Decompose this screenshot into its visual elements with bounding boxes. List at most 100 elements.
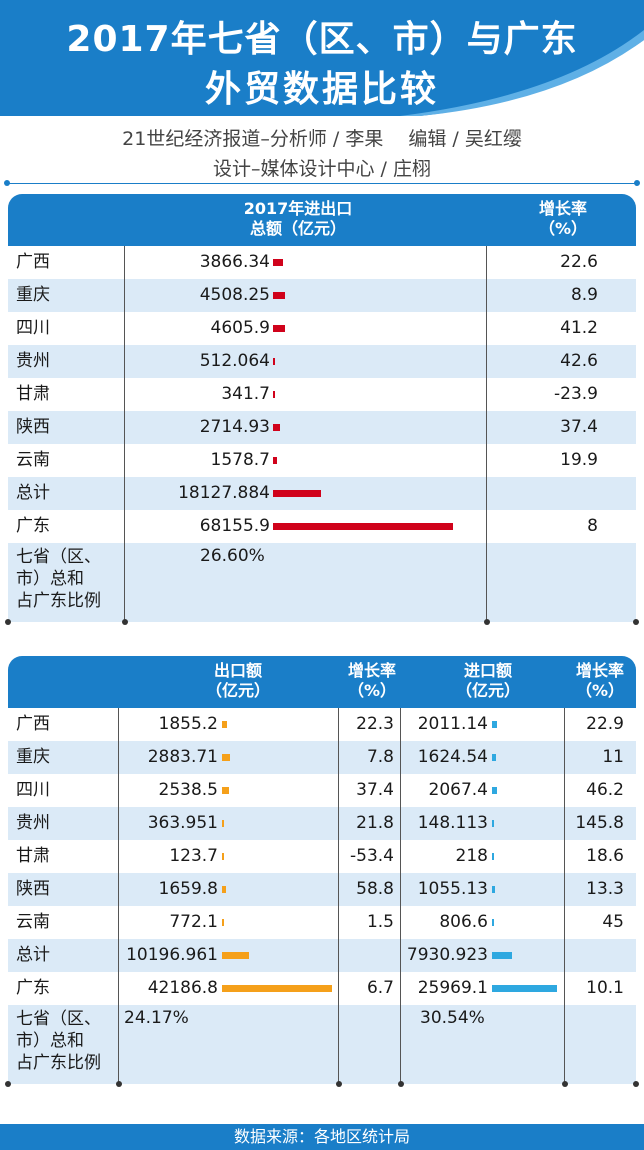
table2-row: 陕西 1659.8 58.8 1055.13 13.3 xyxy=(8,873,636,906)
table1-body: 广西 3866.34 22.6 重庆 4508.25 8.9 四川 4605.9 41.2 贵州 5… xyxy=(5,246,639,625)
table2-column-dot xyxy=(561,1081,568,1087)
table1-header-total: 2017年进出口 总额（亿元） xyxy=(243,199,353,238)
table2-column-dot xyxy=(397,1081,404,1087)
page-title-line2: 外贸数据比较 xyxy=(204,69,439,110)
table2-share-row: 七省（区、 市）总和 占广东比例 24.17% 30.54% xyxy=(8,1005,636,1084)
table2-header-export-growth: 增长率 （%） xyxy=(347,661,397,700)
import-value: 218 xyxy=(455,846,488,866)
export-value: 1659.8 xyxy=(158,879,218,899)
table1-row: 甘肃 341.7 -23.9 xyxy=(8,378,636,411)
table2-column-dot xyxy=(115,1081,122,1087)
share-export-value: 24.17% xyxy=(124,1008,189,1028)
export-growth-value: 22.3 xyxy=(356,714,394,734)
table2-row: 甘肃 123.7 -53.4 218 18.6 xyxy=(8,840,636,873)
growth-value: 22.6 xyxy=(560,252,598,272)
share-total-value: 26.60% xyxy=(200,546,265,566)
import-growth-value: 18.6 xyxy=(586,846,624,866)
total-value: 1578.7 xyxy=(210,450,270,470)
total-bar xyxy=(273,358,275,365)
total-value: 512.064 xyxy=(199,351,270,371)
export-bar xyxy=(222,985,332,992)
table2-header-import: 进口额 （亿元） xyxy=(455,661,520,700)
total-value: 68155.9 xyxy=(199,516,270,536)
export-bar xyxy=(222,853,224,860)
export-value: 10196.961 xyxy=(126,945,218,965)
row-region-label: 总计 xyxy=(16,483,50,503)
share-label: 七省（区、 市）总和 占广东比例 xyxy=(16,1009,101,1073)
total-value: 341.7 xyxy=(221,384,270,404)
table1-column-dot xyxy=(483,619,490,625)
table2-column-divider xyxy=(400,708,401,1084)
table1-corner-dot-right xyxy=(633,619,639,625)
export-value: 772.1 xyxy=(169,912,218,932)
export-growth-value: -53.4 xyxy=(350,846,394,866)
header-swoosh-decoration xyxy=(400,30,644,116)
table1-row: 广西 3866.34 22.6 xyxy=(8,246,636,279)
total-bar xyxy=(273,292,285,299)
import-value: 806.6 xyxy=(439,912,488,932)
import-value: 7930.923 xyxy=(406,945,488,965)
row-region-label: 贵州 xyxy=(16,813,50,833)
export-bar xyxy=(222,886,227,893)
import-bar xyxy=(492,919,495,926)
row-region-label: 广东 xyxy=(16,978,50,998)
table2-column-divider xyxy=(118,708,119,1084)
table2-row: 重庆 2883.71 7.8 1624.54 11 xyxy=(8,741,636,774)
import-growth-value: 145.8 xyxy=(575,813,624,833)
export-growth-value: 58.8 xyxy=(356,879,394,899)
export-value: 42186.8 xyxy=(147,978,218,998)
export-growth-value: 37.4 xyxy=(356,780,394,800)
table2-header-export: 出口额 （亿元） xyxy=(205,661,270,700)
divider-dot-left xyxy=(4,180,10,186)
share-import-value: 30.54% xyxy=(420,1008,485,1028)
row-region-label: 总计 xyxy=(16,945,50,965)
credit-line1: 21世纪经济报道–分析师 / 李果 编辑 / 吴红缨 xyxy=(122,128,522,150)
export-bar xyxy=(222,754,230,761)
row-region-label: 甘肃 xyxy=(16,384,50,404)
table2-row: 云南 772.1 1.5 806.6 45 xyxy=(8,906,636,939)
total-value: 18127.884 xyxy=(178,483,270,503)
table2-row: 广东 42186.8 6.7 25969.1 10.1 xyxy=(8,972,636,1005)
table2-row: 总计 10196.961 7930.923 xyxy=(8,939,636,972)
export-value: 2538.5 xyxy=(158,780,218,800)
export-value: 363.951 xyxy=(147,813,218,833)
row-region-label: 重庆 xyxy=(16,747,50,767)
credit-line2: 设计–媒体设计中心 / 庄栩 xyxy=(213,158,431,180)
total-value: 2714.93 xyxy=(199,417,270,437)
export-growth-value: 6.7 xyxy=(366,978,394,998)
export-bar xyxy=(222,952,249,959)
export-value: 123.7 xyxy=(169,846,218,866)
growth-value: 19.9 xyxy=(560,450,598,470)
table2-row: 四川 2538.5 37.4 2067.4 46.2 xyxy=(8,774,636,807)
table1-column-divider xyxy=(124,246,125,622)
import-bar xyxy=(492,985,557,992)
export-growth-value: 21.8 xyxy=(356,813,394,833)
table2-corner-dot-left xyxy=(5,1081,11,1087)
table2-row: 贵州 363.951 21.8 148.113 145.8 xyxy=(8,807,636,840)
row-region-label: 贵州 xyxy=(16,351,50,371)
table2-corner-dot-right xyxy=(633,1081,639,1087)
table1-share-row: 七省（区、 市）总和 占广东比例 26.60% xyxy=(8,543,636,622)
growth-value: 41.2 xyxy=(560,318,598,338)
table1-row: 广东 68155.9 8 xyxy=(8,510,636,543)
import-value: 1624.54 xyxy=(417,747,488,767)
share-label: 七省（区、 市）总和 占广东比例 xyxy=(16,547,101,611)
table2-column-divider xyxy=(338,708,339,1084)
growth-value: 37.4 xyxy=(560,417,598,437)
row-region-label: 四川 xyxy=(16,318,50,338)
total-bar xyxy=(273,490,321,497)
import-bar xyxy=(492,820,494,827)
import-value: 2067.4 xyxy=(428,780,488,800)
total-bar xyxy=(273,424,281,431)
total-value: 4605.9 xyxy=(210,318,270,338)
import-bar xyxy=(492,754,497,761)
export-bar xyxy=(222,721,227,728)
export-bar xyxy=(222,919,224,926)
table1-row: 云南 1578.7 19.9 xyxy=(8,444,636,477)
table2-column-dot xyxy=(335,1081,342,1087)
table1-row: 陕西 2714.93 37.4 xyxy=(8,411,636,444)
table2-column-divider xyxy=(564,708,565,1084)
table1-row: 总计 18127.884 xyxy=(8,477,636,510)
table2-row: 广西 1855.2 22.3 2011.14 22.9 xyxy=(8,708,636,741)
import-growth-value: 22.9 xyxy=(586,714,624,734)
